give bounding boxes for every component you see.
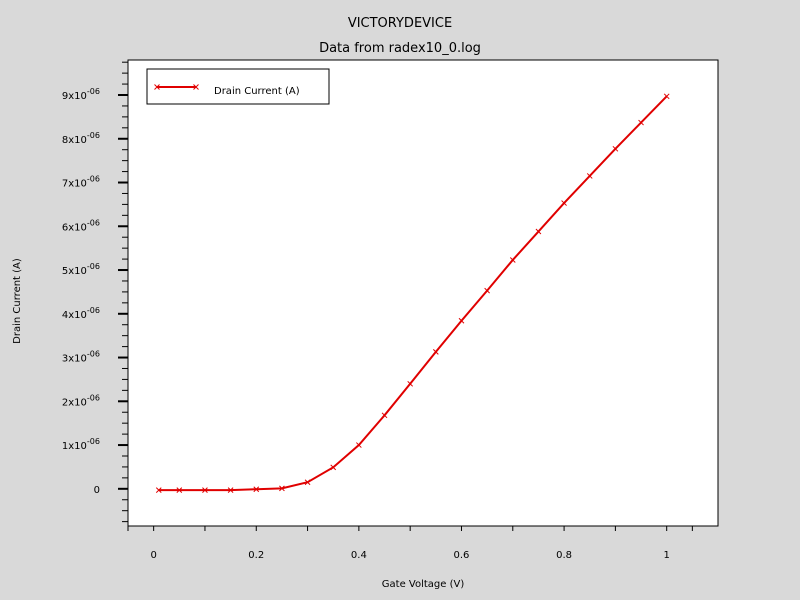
data-point [663, 93, 670, 100]
x-tick-label: 1 [664, 550, 670, 561]
data-point-marker [509, 257, 516, 263]
y-tick-label: 4x10-06 [62, 306, 100, 321]
data-point [561, 200, 567, 206]
y-axis-label: Drain Current (A) [12, 258, 23, 344]
legend-label: Drain Current (A) [214, 86, 300, 97]
data-point [176, 487, 183, 493]
legend-box [146, 68, 330, 105]
data-point [155, 487, 162, 493]
data-point [253, 486, 260, 493]
data-point-marker [381, 412, 388, 419]
data-point-marker [458, 317, 465, 324]
data-point-marker [612, 145, 619, 152]
series-layer [155, 93, 670, 493]
data-point-marker [407, 380, 414, 387]
x-tick-label: 0.4 [351, 550, 367, 561]
data-point-marker [561, 200, 567, 206]
chart-subtitle: Data from radex10_0.log [319, 41, 481, 56]
y-tick-label: 0 [94, 485, 100, 496]
data-point [484, 287, 490, 294]
data-point-marker [253, 486, 260, 493]
data-point [381, 412, 388, 419]
data-point [227, 487, 234, 493]
legend-marker [154, 84, 160, 90]
data-point [432, 348, 439, 355]
data-point [356, 442, 362, 448]
data-point-marker [663, 93, 670, 100]
data-point-marker [432, 348, 439, 355]
data-point [535, 228, 542, 235]
data-point-marker [279, 485, 285, 492]
x-tick-label: 0.8 [556, 550, 572, 561]
data-point [304, 479, 311, 486]
data-point-marker [227, 487, 234, 493]
y-tick-label: 7x10-06 [62, 175, 100, 190]
data-point [330, 464, 337, 471]
x-tick-label: 0.2 [248, 550, 264, 561]
data-point-marker [638, 119, 644, 126]
legend-marker [193, 84, 199, 90]
data-point-marker [484, 287, 490, 294]
data-point-marker [535, 228, 542, 235]
y-tick-label: 2x10-06 [62, 393, 100, 408]
data-point-marker [202, 487, 208, 493]
data-point-marker [176, 487, 183, 493]
y-tick-label: 3x10-06 [62, 350, 100, 365]
data-point [586, 173, 593, 179]
data-point [612, 145, 619, 152]
data-point [407, 380, 414, 387]
legend: Drain Current (A) [146, 68, 330, 105]
x-tick-label: 0.6 [454, 550, 470, 561]
x-tick-label: 0 [150, 550, 156, 561]
data-point-marker [356, 442, 362, 448]
data-point-marker [586, 173, 593, 179]
y-tick-label: 6x10-06 [62, 218, 100, 233]
y-tick-label: 1x10-06 [62, 437, 100, 452]
data-point [509, 257, 516, 263]
y-tick-label: 8x10-06 [62, 131, 100, 146]
data-point [458, 317, 465, 324]
plot-area [127, 59, 719, 527]
data-point-marker [155, 487, 162, 493]
y-tick-label: 9x10-06 [62, 87, 100, 102]
x-axis-label: Gate Voltage (V) [382, 579, 465, 590]
data-point [638, 119, 644, 126]
axes: 0 0.2 0.4 0.6 0.8 1 0 1x10-06 2x10-06 3x10-06 4x10… [62, 61, 693, 561]
data-point-marker [304, 479, 311, 486]
data-point [202, 487, 208, 493]
data-point-marker [330, 464, 337, 471]
y-tick-label: 5x10-06 [62, 262, 100, 277]
data-point [279, 485, 285, 492]
chart-title: VICTORYDEVICE [348, 16, 452, 31]
